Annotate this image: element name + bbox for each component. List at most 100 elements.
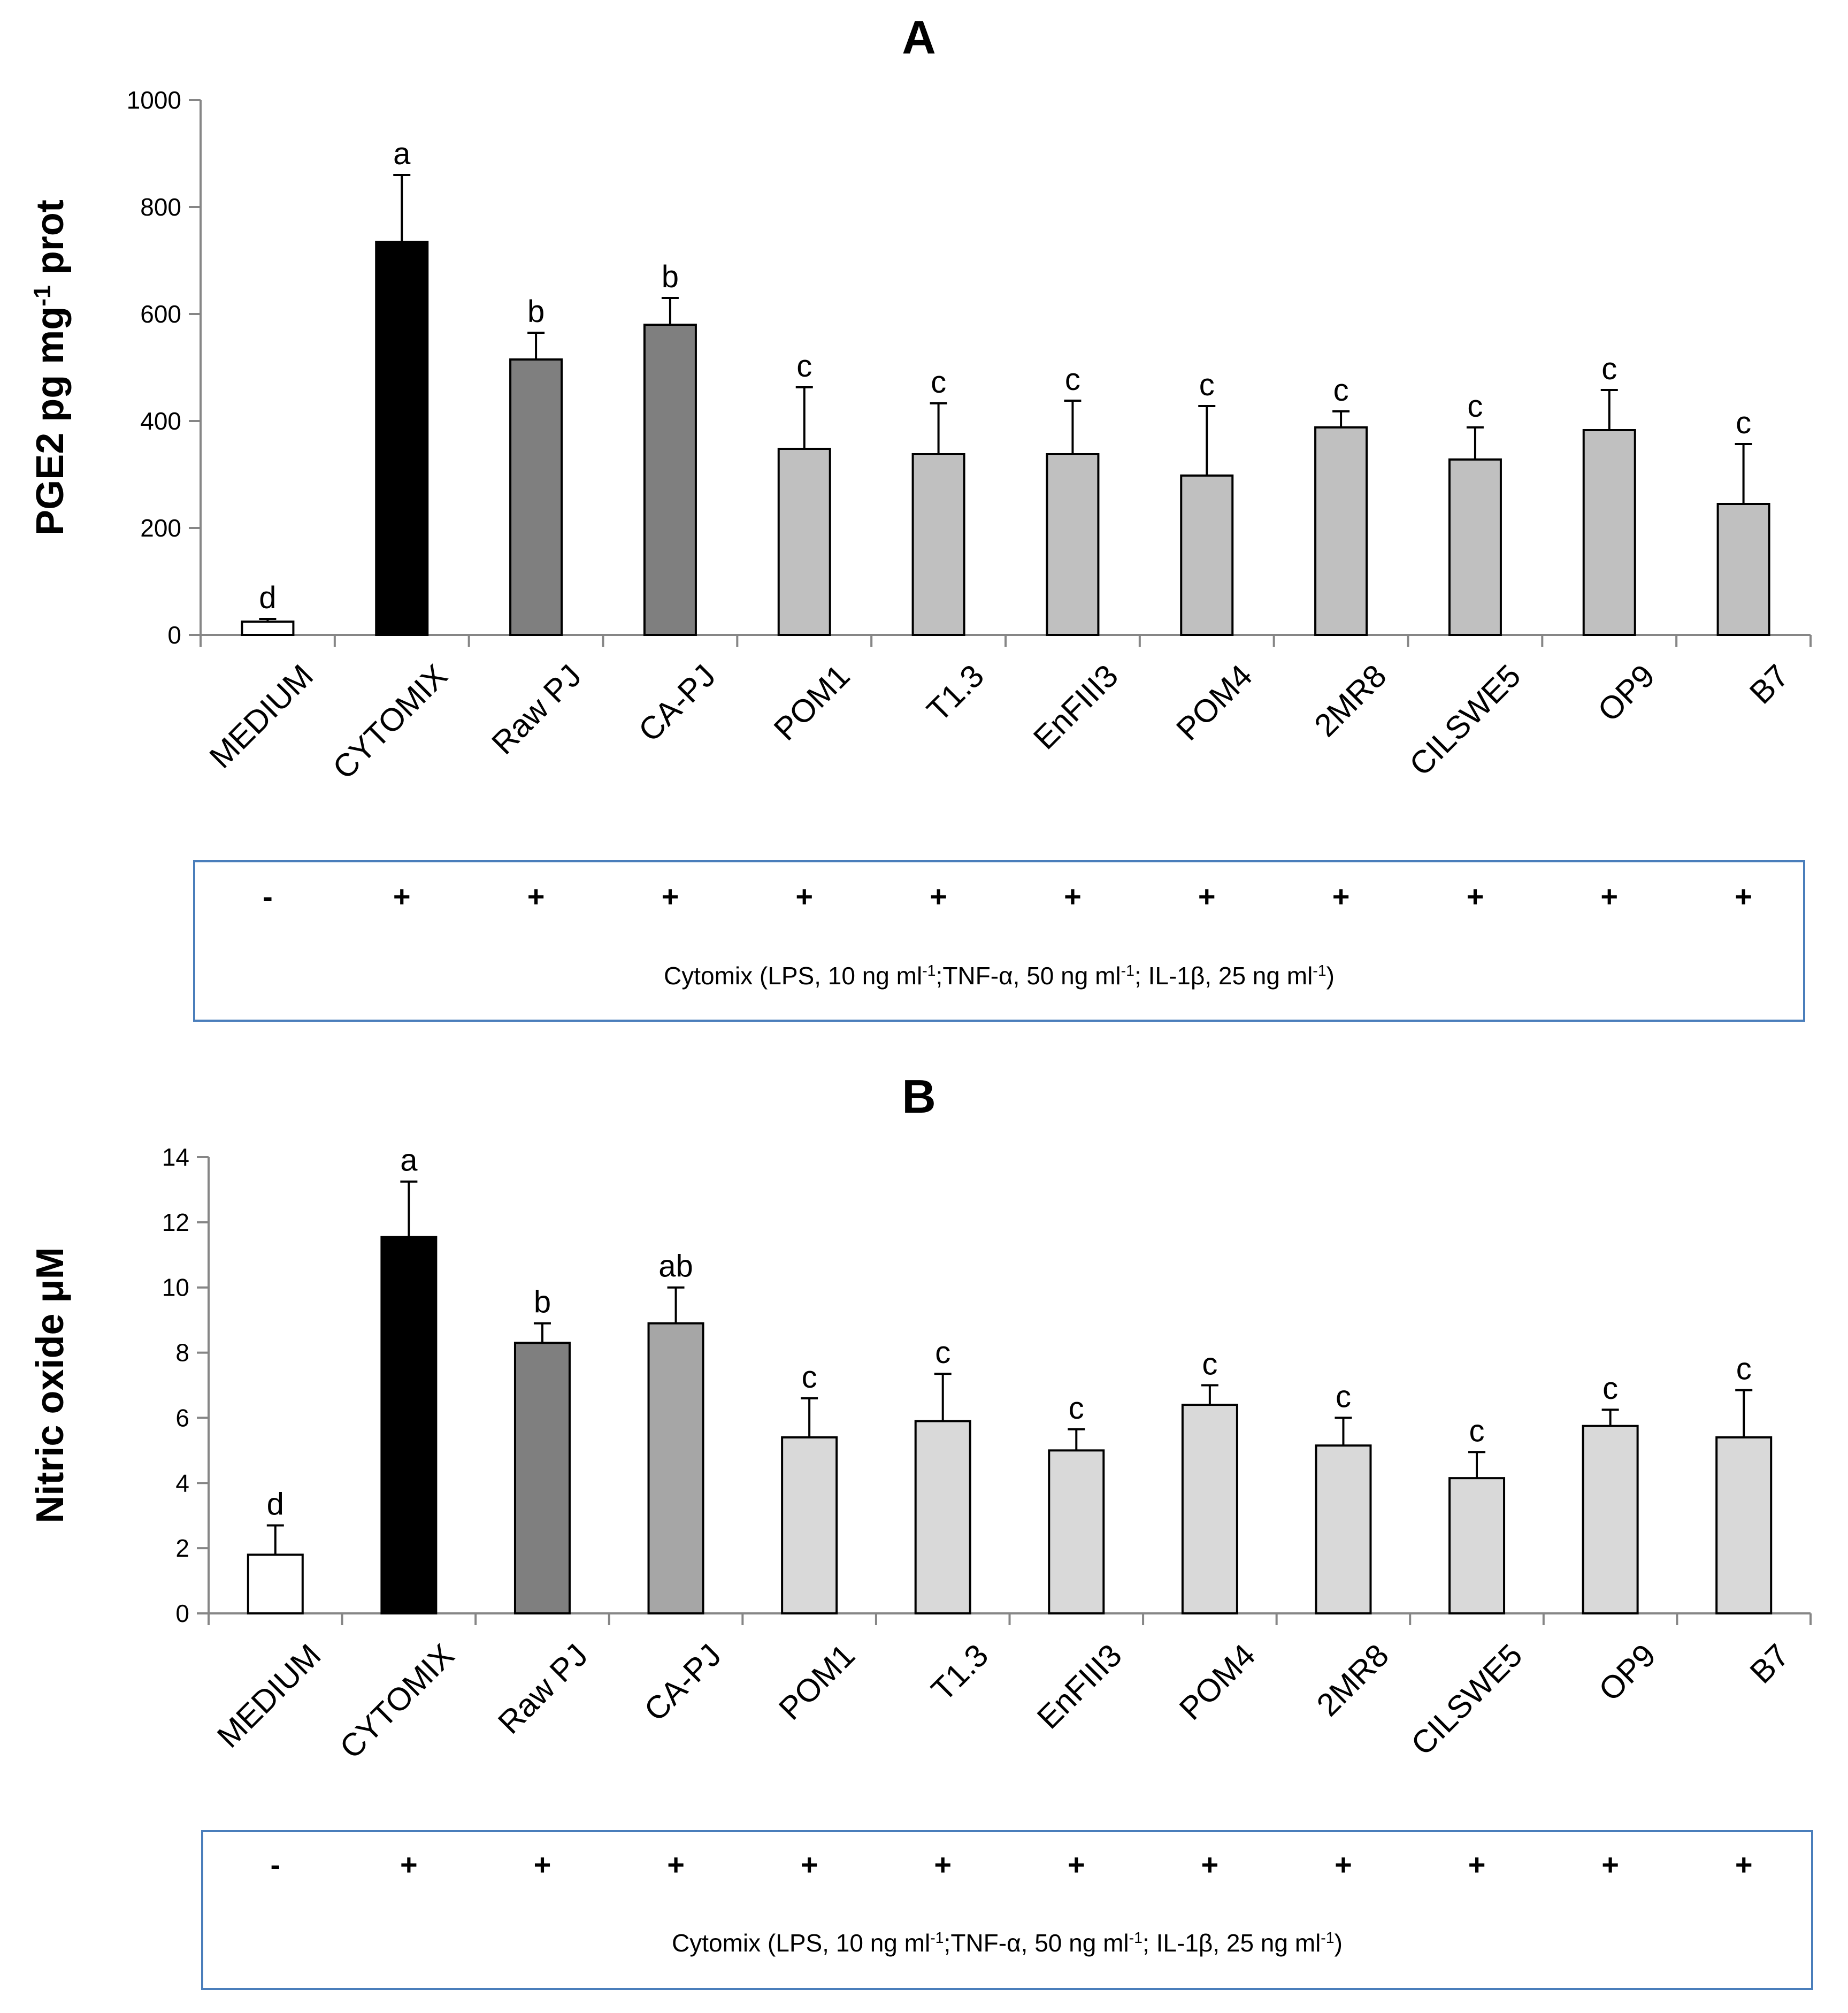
panel-b: B 0 2 4 6 8 10 12 14 Nitric oxide μM d MEDIUM a CYTOM… bbox=[29, 1070, 1813, 1990]
treatment-note-sup: -1 bbox=[1321, 1930, 1334, 1947]
treatment-sign: + bbox=[1064, 879, 1082, 913]
significance-letter: c bbox=[802, 1360, 817, 1395]
y-tick-label: 200 bbox=[140, 514, 181, 542]
y-tick-label: 12 bbox=[162, 1208, 189, 1236]
treatment-sign: + bbox=[534, 1848, 551, 1881]
bar-cytomix bbox=[375, 241, 429, 636]
significance-letter: a bbox=[400, 1143, 418, 1178]
significance-letter: c bbox=[1467, 389, 1483, 424]
x-tick-label: T1.3 bbox=[924, 1637, 995, 1708]
x-tick-label: OP9 bbox=[1591, 657, 1661, 728]
treatment-sign: + bbox=[662, 879, 679, 913]
treatment-note-text: ;TNF-α, 50 ng ml bbox=[944, 1929, 1129, 1957]
bar-cytomix bbox=[380, 1236, 438, 1614]
treatment-sign: + bbox=[1467, 879, 1484, 913]
x-tick-label: MEDIUM bbox=[203, 657, 320, 775]
y-tick-label: 800 bbox=[140, 193, 181, 221]
significance-letter: d bbox=[259, 580, 276, 615]
significance-letter: ab bbox=[658, 1249, 693, 1284]
treatment-sign: + bbox=[1601, 1848, 1619, 1881]
treatment-sign: + bbox=[1332, 879, 1350, 913]
y-axis-label-text: PGE2 pg mg bbox=[29, 307, 72, 535]
treatment-note-text: Cytomix (LPS, 10 ng ml bbox=[672, 1929, 930, 1957]
treatment-sign: + bbox=[1198, 879, 1216, 913]
significance-letter: c bbox=[1202, 1347, 1217, 1382]
treatment-sign: + bbox=[1735, 1848, 1753, 1881]
significance-letter: c bbox=[1199, 368, 1215, 402]
x-tick-label: 2MR8 bbox=[1310, 1637, 1396, 1723]
treatment-note-text: ; IL-1β, 25 ng ml bbox=[1142, 1929, 1321, 1957]
x-tick-label: EnFIII3 bbox=[1026, 657, 1125, 756]
y-axis-label: Nitric oxide μM bbox=[29, 1247, 72, 1523]
treatment-sign: - bbox=[270, 1848, 280, 1881]
treatment-note-sup: -1 bbox=[1129, 1930, 1142, 1947]
treatment-note-text: ; IL-1β, 25 ng ml bbox=[1134, 962, 1313, 990]
treatment-sign: + bbox=[801, 1848, 818, 1881]
treatment-sign: + bbox=[934, 1848, 952, 1881]
y-tick-label: 8 bbox=[175, 1339, 189, 1367]
x-tick-label: T1.3 bbox=[920, 657, 991, 728]
treatment-note-sup: -1 bbox=[922, 962, 935, 979]
significance-letter: c bbox=[796, 349, 812, 384]
x-tick-label: MEDIUM bbox=[210, 1637, 327, 1754]
significance-letter: c bbox=[935, 1335, 950, 1370]
significance-letter: c bbox=[1333, 373, 1349, 408]
y-tick-label: 4 bbox=[175, 1469, 189, 1497]
significance-letter: c bbox=[1736, 1352, 1752, 1387]
y-tick-label: 2 bbox=[175, 1534, 189, 1562]
x-tick-label: POM4 bbox=[1172, 1637, 1262, 1727]
bar-pom4 bbox=[1181, 1404, 1238, 1614]
bar-op9 bbox=[1582, 429, 1636, 636]
treatment-sign: + bbox=[1468, 1848, 1486, 1881]
bar-medium bbox=[241, 621, 295, 636]
y-tick-label: 400 bbox=[140, 407, 181, 435]
treatment-note-sup: -1 bbox=[1313, 962, 1326, 979]
bar-t1-3 bbox=[914, 1420, 971, 1615]
treatment-note-text: ;TNF-α, 50 ng ml bbox=[936, 962, 1121, 990]
treatment-note: Cytomix (LPS, 10 ng ml-1;TNF-α, 50 ng ml… bbox=[664, 962, 1335, 990]
treatment-sign: + bbox=[1335, 1848, 1352, 1881]
x-tick-label: CA-PJ bbox=[637, 1637, 728, 1728]
bar-pom4 bbox=[1180, 474, 1234, 636]
x-tick-label: B7 bbox=[1743, 657, 1796, 710]
significance-letter: b bbox=[662, 259, 679, 294]
bar-t1-3 bbox=[911, 453, 965, 636]
significance-letter: b bbox=[534, 1285, 551, 1320]
y-axis-label-suffix: prot bbox=[29, 200, 72, 285]
bar-b7 bbox=[1716, 503, 1770, 636]
significance-letter: c bbox=[1469, 1413, 1485, 1448]
treatment-note: Cytomix (LPS, 10 ng ml-1;TNF-α, 50 ng ml… bbox=[672, 1929, 1343, 1957]
significance-letter: a bbox=[393, 136, 411, 171]
significance-letter: c bbox=[1065, 362, 1080, 397]
treatment-box bbox=[193, 860, 1805, 1022]
treatment-sign: + bbox=[400, 1848, 418, 1881]
y-tick-label: 600 bbox=[140, 300, 181, 328]
significance-letter: c bbox=[1336, 1379, 1351, 1414]
y-axis-label-text: Nitric oxide μM bbox=[29, 1247, 72, 1523]
y-tick-label: 6 bbox=[175, 1404, 189, 1432]
x-tick-label: CA-PJ bbox=[632, 657, 723, 748]
treatment-sign: + bbox=[795, 879, 813, 913]
x-tick-label: POM4 bbox=[1169, 657, 1259, 747]
x-tick-label: EnFIII3 bbox=[1030, 1637, 1129, 1735]
treatment-note-sup: -1 bbox=[930, 1930, 944, 1947]
significance-letter: c bbox=[1736, 405, 1751, 440]
x-tick-label: POM1 bbox=[767, 657, 857, 747]
bar-op9 bbox=[1582, 1425, 1639, 1614]
y-tick-label: 0 bbox=[175, 1599, 189, 1627]
x-tick-label: POM1 bbox=[772, 1637, 862, 1727]
treatment-sign: + bbox=[1735, 879, 1752, 913]
x-tick-label: CILSWE5 bbox=[1404, 1637, 1529, 1762]
treatment-sign: + bbox=[1201, 1848, 1219, 1881]
bar-pom1 bbox=[777, 448, 831, 636]
bar-ca-pj bbox=[647, 1322, 704, 1614]
y-axis-label-sup: -1 bbox=[29, 285, 56, 307]
y-tick-label: 1000 bbox=[127, 86, 181, 114]
bar-2mr8 bbox=[1315, 1444, 1372, 1614]
x-tick-label: OP9 bbox=[1592, 1637, 1662, 1708]
x-tick-label: CYTOMIX bbox=[326, 657, 454, 786]
bar-enfiii3 bbox=[1046, 453, 1100, 636]
x-tick-label: Raw PJ bbox=[491, 1637, 595, 1741]
significance-letter: d bbox=[267, 1487, 284, 1521]
y-tick-label: 0 bbox=[167, 621, 181, 649]
